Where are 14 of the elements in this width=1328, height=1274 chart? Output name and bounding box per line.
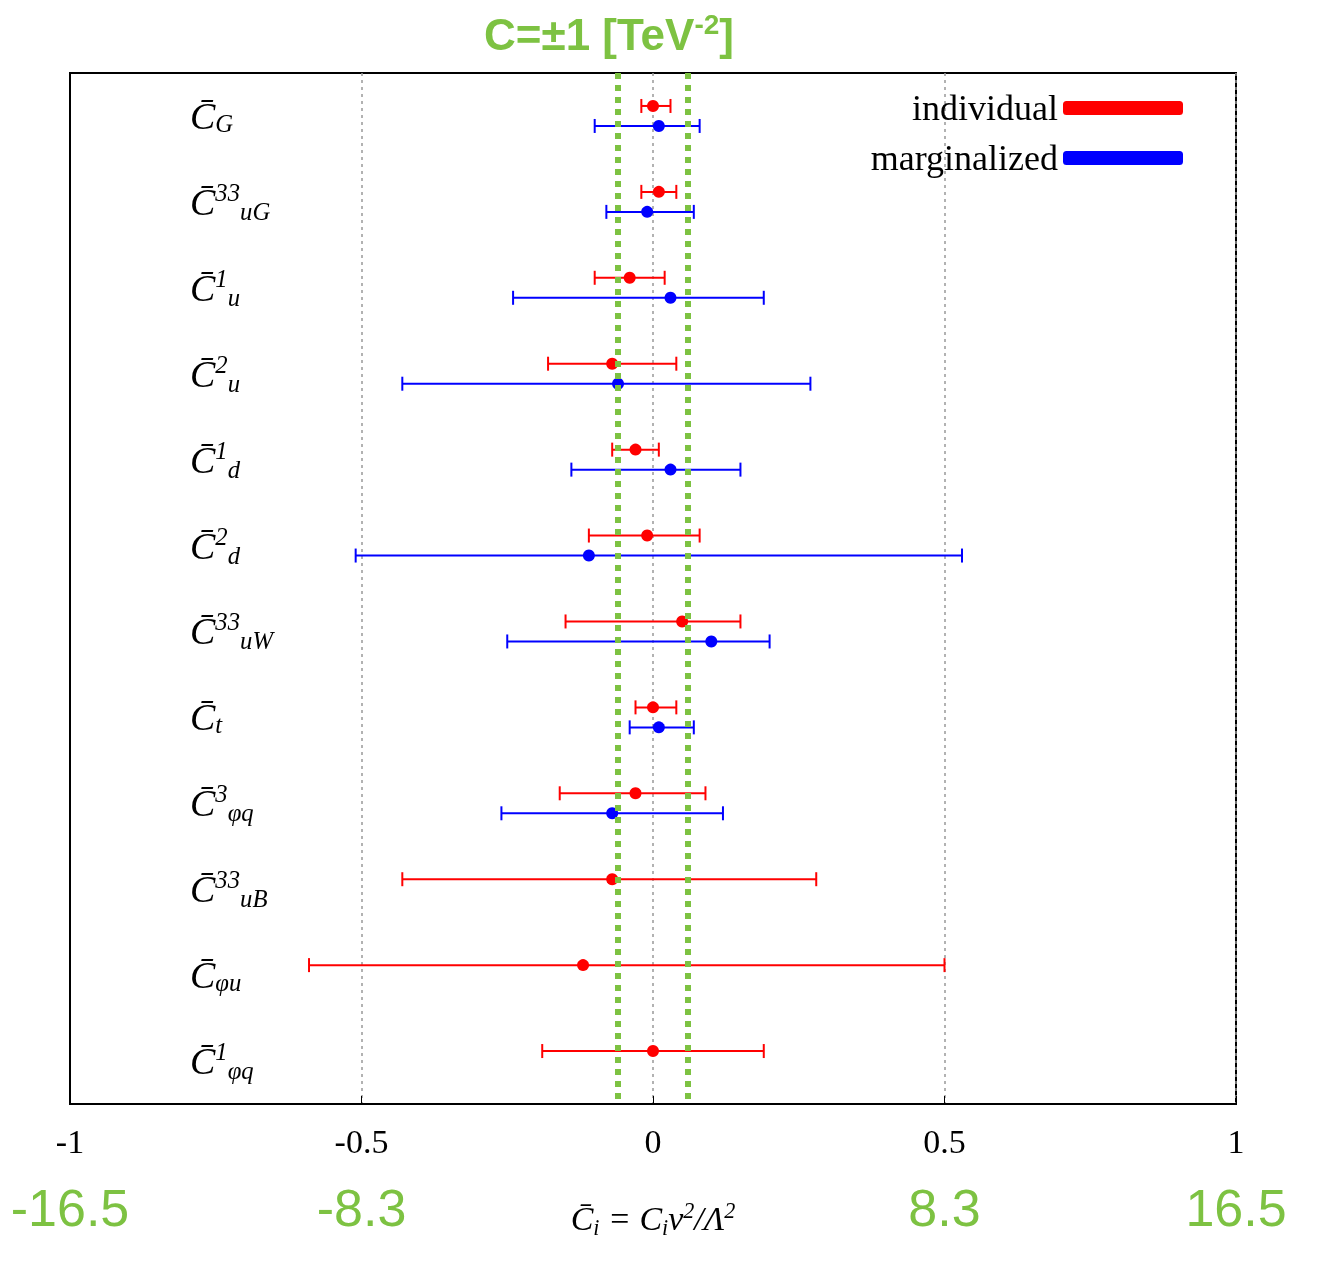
x2-tick-label: 8.3	[908, 1179, 981, 1237]
y-tick-label: C̄G	[190, 94, 234, 138]
x2-tick-label: -8.3	[316, 1179, 407, 1237]
x-tick-label: -1	[55, 1122, 85, 1160]
legend-label: individual	[912, 88, 1058, 128]
x2-tick-label: 16.5	[1185, 1179, 1287, 1237]
y-tick-label: C̄φu	[190, 954, 242, 997]
x-tick-label: 1	[1227, 1122, 1245, 1160]
x-tick-label: 0.5	[923, 1122, 966, 1160]
y-tick-label: C̄t	[190, 696, 224, 739]
x-tick-label: -0.5	[334, 1122, 389, 1160]
legend-label: marginalized	[870, 138, 1058, 178]
x2-tick-label: -16.5	[10, 1179, 130, 1237]
x-tick-label: 0	[644, 1122, 662, 1160]
